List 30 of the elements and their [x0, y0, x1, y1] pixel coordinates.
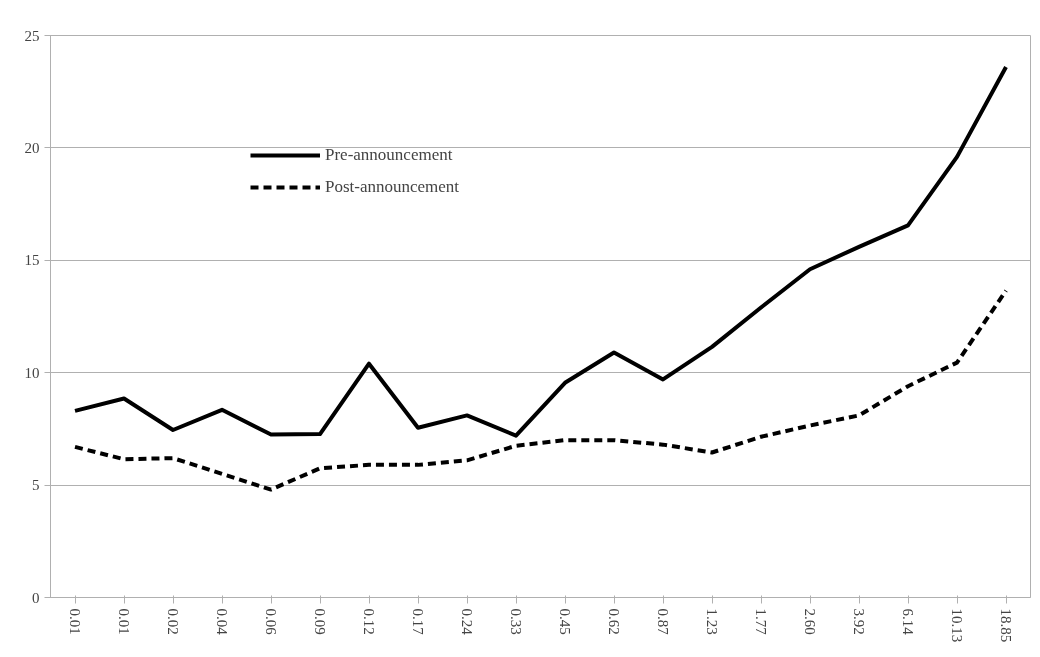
- x-tick-label: 0.06: [263, 608, 279, 636]
- y-tick-label: 20: [24, 139, 40, 156]
- x-tick-label: 2.60: [802, 608, 818, 635]
- line-series: [73, 64, 1008, 438]
- x-tick-label: 10.13: [949, 608, 965, 643]
- y-tick-label: 10: [24, 364, 40, 381]
- x-tick-label: 0.24: [459, 608, 475, 636]
- legend-label: Post-announcement: [325, 177, 460, 197]
- x-tick-label: 0.09: [312, 608, 328, 635]
- x-tick-label: 0.87: [655, 608, 671, 636]
- x-tick-label: 0.45: [557, 608, 573, 635]
- x-tick-label: 0.04: [214, 608, 230, 636]
- x-tick-label: 0.17: [410, 608, 426, 636]
- x-tick-label: 0.12: [361, 608, 377, 635]
- x-tick-label: 0.33: [508, 608, 524, 635]
- x-tick-label: 1.77: [753, 608, 769, 636]
- x-tick-label: 1.23: [704, 608, 720, 635]
- y-tick-label: 25: [24, 27, 40, 44]
- x-tick-label: 0.01: [116, 608, 132, 635]
- y-tick-label: 15: [24, 252, 40, 269]
- x-tick-label: 0.01: [67, 608, 83, 635]
- y-tick-label: 5: [32, 477, 40, 494]
- x-tick-label: 0.02: [165, 608, 181, 635]
- legend-label: Pre-announcement: [325, 145, 453, 165]
- x-tick-label: 6.14: [900, 608, 916, 636]
- x-tick-label: 18.85: [998, 608, 1014, 643]
- y-tick-label: 0: [32, 589, 40, 606]
- x-tick-label: 0.62: [606, 608, 622, 635]
- x-tick-label: 3.92: [851, 608, 867, 635]
- line-series: [73, 288, 1008, 492]
